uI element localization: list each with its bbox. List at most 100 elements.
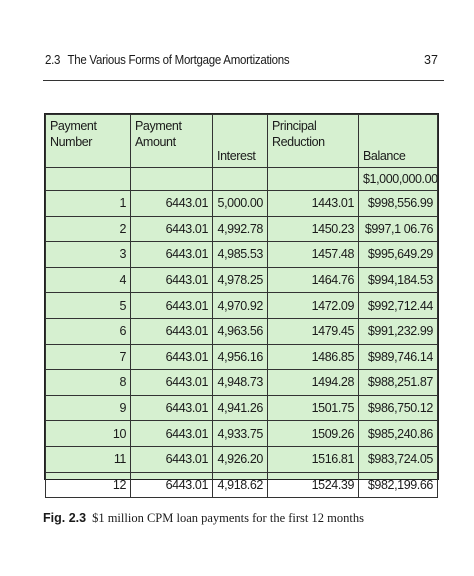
balance-cell: $989,746.14: [358, 343, 438, 371]
payment-amount-cell: 6443.01: [130, 292, 213, 319]
opening-balance-row: $1,000,000.00: [45, 167, 438, 191]
table-row: 10 6443.01 4,933.75 1509.26 $985,240.86: [45, 420, 438, 447]
table-row: 8 6443.01 4,948.73 1494.28 $988,251.87: [45, 369, 438, 396]
table-cell: [267, 167, 359, 191]
table-row: 12 6443.01 4,918.62 1524.39 $982,199.66: [45, 471, 438, 499]
header-rule: [43, 80, 444, 81]
payment-number-cell: 3: [45, 241, 131, 268]
table-row: 1 6443.01 5,000.00 1443.01 $998,556.99: [45, 190, 438, 217]
table-row: 9 6443.01 4,941.26 1501.75 $986,750.12: [45, 394, 438, 422]
table-cell: [212, 167, 268, 191]
balance-cell: $997,1 06.76: [358, 215, 438, 243]
interest-cell: 4,985.53: [212, 241, 268, 268]
principal-reduction-cell: 1501.75: [267, 394, 359, 422]
payment-amount-cell: 6443.01: [130, 190, 213, 217]
col-header-balance: Balance: [358, 114, 438, 168]
amortization-table-grid: Payment Number Payment Amount Interest P…: [45, 114, 438, 499]
payment-number-cell: 10: [45, 420, 131, 447]
col-header-payment-number: Payment Number: [45, 114, 131, 168]
table-row: 3 6443.01 4,985.53 1457.48 $995,649.29: [45, 241, 438, 268]
col-header-line2: Balance: [363, 149, 406, 163]
running-header: 2.3 The Various Forms of Mortgage Amortiz…: [45, 53, 411, 73]
principal-reduction-cell: 1486.85: [267, 343, 359, 371]
payment-amount-cell: 6443.01: [130, 471, 213, 499]
interest-cell: 4,933.75: [212, 420, 268, 447]
payment-amount-cell: 6443.01: [130, 369, 213, 396]
col-header-line1: Principal: [272, 119, 317, 133]
payment-amount-cell: 6443.01: [130, 266, 213, 294]
interest-cell: 5,000.00: [212, 190, 268, 217]
col-header-line2: Number: [50, 135, 93, 149]
figure-caption-text: $1 million CPM loan payments for the fir…: [92, 511, 364, 525]
table-row: 7 6443.01 4,956.16 1486.85 $989,746.14: [45, 343, 438, 371]
payment-number-cell: 6: [45, 317, 131, 345]
interest-cell: 4,978.25: [212, 266, 268, 294]
table-cell: [45, 167, 131, 191]
col-header-interest: Interest: [212, 114, 268, 168]
table-row: 2 6443.01 4,992.78 1450.23 $997,1 06.76: [45, 215, 438, 243]
principal-reduction-cell: 1450.23: [267, 215, 359, 243]
section-title: The Various Forms of Mortgage Amortizati…: [67, 53, 290, 67]
principal-reduction-cell: 1516.81: [267, 445, 359, 473]
payment-amount-cell: 6443.01: [130, 241, 213, 268]
table-row: 6 6443.01 4,963.56 1479.45 $991,232.99: [45, 317, 438, 345]
principal-reduction-cell: 1464.76: [267, 266, 359, 294]
payment-number-cell: 11: [45, 445, 131, 473]
interest-cell: 4,970.92: [212, 292, 268, 319]
principal-reduction-cell: 1509.26: [267, 420, 359, 447]
payment-number-cell: 1: [45, 190, 131, 217]
payment-amount-cell: 6443.01: [130, 445, 213, 473]
balance-cell: $982,199.66: [358, 471, 438, 499]
interest-cell: 4,963.56: [212, 317, 268, 345]
col-header-line2: Interest: [217, 149, 256, 163]
amortization-table: Payment Number Payment Amount Interest P…: [44, 113, 439, 499]
payment-number-cell: 8: [45, 369, 131, 396]
payment-number-cell: 4: [45, 266, 131, 294]
page-number: 37: [424, 53, 438, 67]
table-row: 5 6443.01 4,970.92 1472.09 $992,712.44: [45, 292, 438, 319]
col-header-principal-reduction: Principal Reduction: [267, 114, 359, 168]
opening-balance-cell: $1,000,000.00: [358, 167, 438, 191]
payment-number-cell: 5: [45, 292, 131, 319]
principal-reduction-cell: 1494.28: [267, 369, 359, 396]
interest-cell: 4,992.78: [212, 215, 268, 243]
col-header-payment-amount: Payment Amount: [130, 114, 213, 168]
col-header-line1: Payment: [135, 119, 182, 133]
table-row: 4 6443.01 4,978.25 1464.76 $994,184.53: [45, 266, 438, 294]
table-header-row: Payment Number Payment Amount Interest P…: [45, 114, 438, 168]
payment-amount-cell: 6443.01: [130, 420, 213, 447]
section-number: 2.3: [45, 53, 61, 67]
interest-cell: 4,941.26: [212, 394, 268, 422]
payment-amount-cell: 6443.01: [130, 317, 213, 345]
principal-reduction-cell: 1457.48: [267, 241, 359, 268]
balance-cell: $991,232.99: [358, 317, 438, 345]
balance-cell: $986,750.12: [358, 394, 438, 422]
balance-cell: $983,724.05: [358, 445, 438, 473]
principal-reduction-cell: 1479.45: [267, 317, 359, 345]
principal-reduction-cell: 1472.09: [267, 292, 359, 319]
balance-cell: $998,556.99: [358, 190, 438, 217]
table-row: 11 6443.01 4,926.20 1516.81 $983,724.05: [45, 445, 438, 473]
col-header-line2: Amount: [135, 135, 176, 149]
balance-cell: $995,649.29: [358, 241, 438, 268]
interest-cell: 4,956.16: [212, 343, 268, 371]
balance-cell: $988,251.87: [358, 369, 438, 396]
figure-caption: Fig. 2.3 $1 million CPM loan payments for…: [43, 511, 443, 526]
payment-amount-cell: 6443.01: [130, 394, 213, 422]
payment-number-cell: 12: [45, 471, 131, 499]
figure-label: Fig. 2.3: [43, 511, 87, 525]
payment-number-cell: 2: [45, 215, 131, 243]
interest-cell: 4,948.73: [212, 369, 268, 396]
balance-cell: $992,712.44: [358, 292, 438, 319]
payment-amount-cell: 6443.01: [130, 215, 213, 243]
payment-number-cell: 7: [45, 343, 131, 371]
payment-number-cell: 9: [45, 394, 131, 422]
balance-cell: $985,240.86: [358, 420, 438, 447]
col-header-line2: Reduction: [272, 135, 325, 149]
interest-cell: 4,926.20: [212, 445, 268, 473]
table-cell: [130, 167, 213, 191]
principal-reduction-cell: 1524.39: [267, 471, 359, 499]
interest-cell: 4,918.62: [212, 471, 268, 499]
principal-reduction-cell: 1443.01: [267, 190, 359, 217]
payment-amount-cell: 6443.01: [130, 343, 213, 371]
